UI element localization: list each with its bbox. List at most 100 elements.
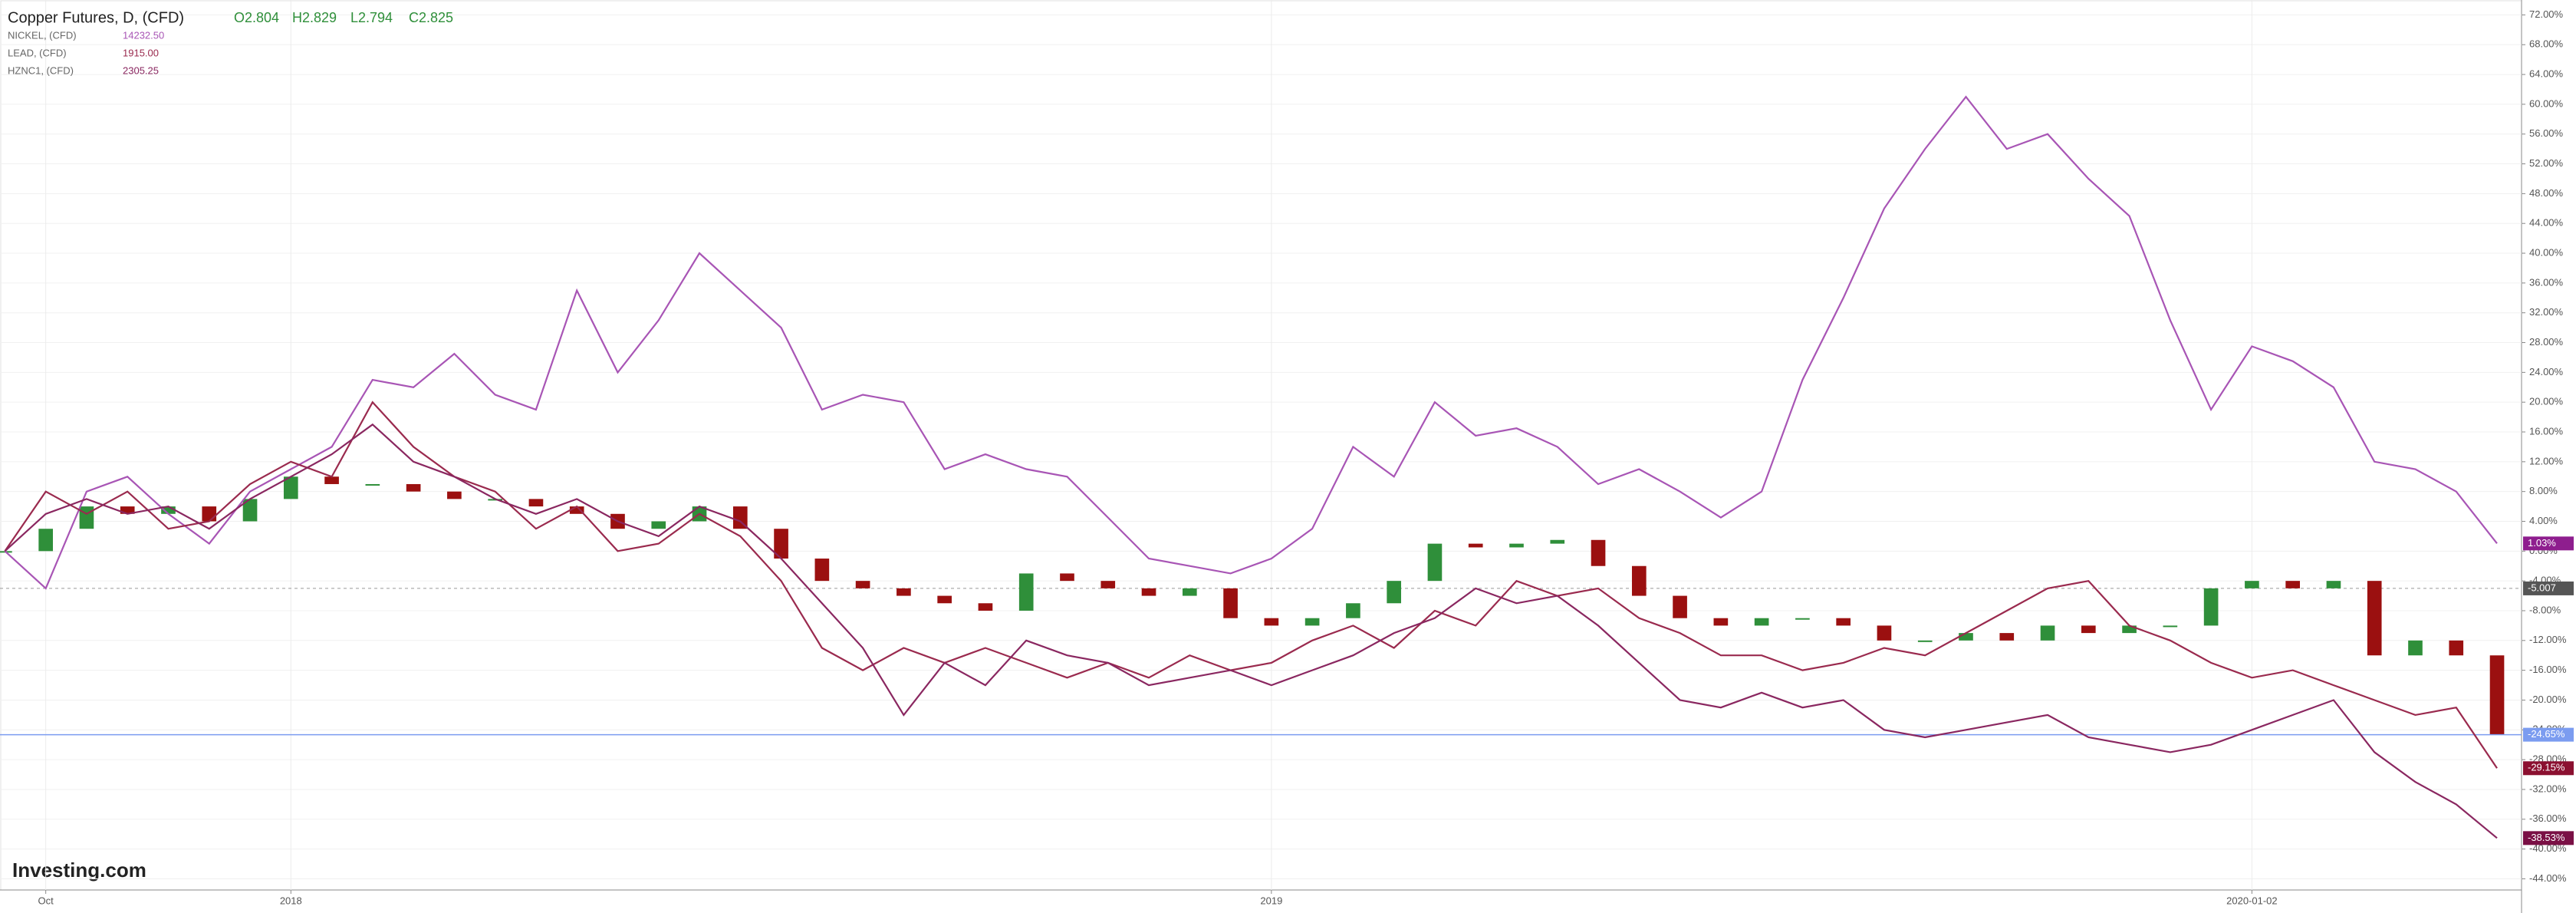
candle <box>1427 543 1443 582</box>
candle <box>732 506 748 529</box>
candle <box>1959 633 1973 641</box>
candle <box>978 603 993 611</box>
legend-value: 2305.25 <box>123 64 159 76</box>
y-tick-label: -44.00% <box>2529 872 2567 884</box>
candle <box>2245 581 2259 588</box>
end-label: -29.15% <box>2528 762 2565 773</box>
candle <box>324 476 339 484</box>
candle <box>1877 625 1892 641</box>
candle <box>202 506 217 522</box>
legend-entry: NICKEL, (CFD) <box>8 29 77 41</box>
candle <box>2408 640 2423 656</box>
candle <box>774 529 788 559</box>
candle <box>242 499 258 522</box>
candle <box>2163 625 2178 628</box>
end-label-bg <box>2523 727 2574 742</box>
x-tick-label: 2020-01-02 <box>2226 895 2278 906</box>
y-tick-label: -40.00% <box>2529 842 2567 854</box>
candle <box>1550 539 1565 544</box>
candle <box>1673 595 1687 618</box>
y-tick-label: -16.00% <box>2529 664 2567 675</box>
candle <box>1223 588 1238 618</box>
candle <box>1141 588 1156 596</box>
x-tick-label: 2018 <box>280 895 302 906</box>
end-label-bg <box>2523 761 2574 776</box>
candle <box>2449 640 2464 656</box>
legend-title: Copper Futures, D, (CFD) <box>8 9 184 26</box>
candle <box>897 588 911 596</box>
candle <box>2489 655 2505 735</box>
candle <box>1754 618 1769 626</box>
candle <box>2081 625 2096 634</box>
y-tick-label: 8.00% <box>2529 485 2558 496</box>
candle <box>2285 581 2300 588</box>
legend-entry: HZNC1, (CFD) <box>8 64 74 76</box>
candle <box>2203 588 2219 626</box>
candle <box>1917 640 1933 642</box>
candle <box>1264 618 1279 626</box>
end-label-bg <box>2523 536 2574 551</box>
y-tick-label: -32.00% <box>2529 783 2567 794</box>
x-tick-label: 2019 <box>1260 895 1282 906</box>
candle <box>2367 581 2382 656</box>
y-tick-label: 40.00% <box>2529 246 2564 258</box>
y-tick-label: 24.00% <box>2529 366 2564 377</box>
end-label: -38.53% <box>2528 832 2565 843</box>
y-tick-label: 56.00% <box>2529 127 2564 139</box>
series-line <box>4 95 2498 590</box>
candle <box>161 506 176 514</box>
candle <box>814 559 830 582</box>
candle <box>1468 543 1483 548</box>
candle <box>1018 573 1034 611</box>
candle <box>1387 581 1401 604</box>
legend-ohlc: O2.804 <box>234 10 279 25</box>
candle <box>1304 618 1320 626</box>
candle <box>1836 618 1851 626</box>
candle <box>1509 543 1524 548</box>
y-tick-label: -8.00% <box>2529 604 2561 615</box>
y-tick-label: 68.00% <box>2529 38 2564 50</box>
candle <box>1795 618 1810 620</box>
y-tick-label: 64.00% <box>2529 68 2564 80</box>
candle <box>2122 625 2137 634</box>
y-tick-label: 60.00% <box>2529 97 2564 109</box>
x-tick-label: Oct <box>38 895 54 906</box>
end-label: -24.65% <box>2528 728 2565 740</box>
series-line <box>4 400 2498 769</box>
price-label-bg <box>2523 581 2574 595</box>
candle <box>79 506 94 529</box>
candle <box>2326 581 2341 588</box>
y-tick-label: 72.00% <box>2529 8 2564 20</box>
y-tick-label: -20.00% <box>2529 694 2567 705</box>
legend-value: 14232.50 <box>123 29 164 41</box>
legend-ohlc: L2.794 <box>350 10 393 25</box>
candle <box>406 483 421 492</box>
y-tick-label: 36.00% <box>2529 276 2564 288</box>
y-tick-label: 4.00% <box>2529 515 2558 526</box>
candle <box>569 506 584 514</box>
legend-ohlc: H2.829 <box>292 10 337 25</box>
candle <box>1346 603 1360 618</box>
price-label: -5.007 <box>2528 582 2556 593</box>
watermark: Investing.com <box>12 859 146 882</box>
candle <box>1999 633 2015 641</box>
y-tick-label: 12.00% <box>2529 455 2564 466</box>
candle <box>1060 573 1074 582</box>
legend-ohlc: C2.825 <box>409 10 453 25</box>
candle <box>528 499 544 507</box>
candle <box>447 491 462 499</box>
legend-value: 1915.00 <box>123 47 159 58</box>
y-tick-label: 20.00% <box>2529 396 2564 407</box>
y-tick-label: 44.00% <box>2529 217 2564 229</box>
candle <box>365 483 380 486</box>
end-label-bg <box>2523 831 2574 845</box>
y-tick-label: 16.00% <box>2529 425 2564 437</box>
legend-entry: LEAD, (CFD) <box>8 47 67 58</box>
y-tick-label: 48.00% <box>2529 187 2564 199</box>
candle <box>1182 588 1197 596</box>
candle <box>2040 625 2055 641</box>
candle <box>937 595 952 604</box>
